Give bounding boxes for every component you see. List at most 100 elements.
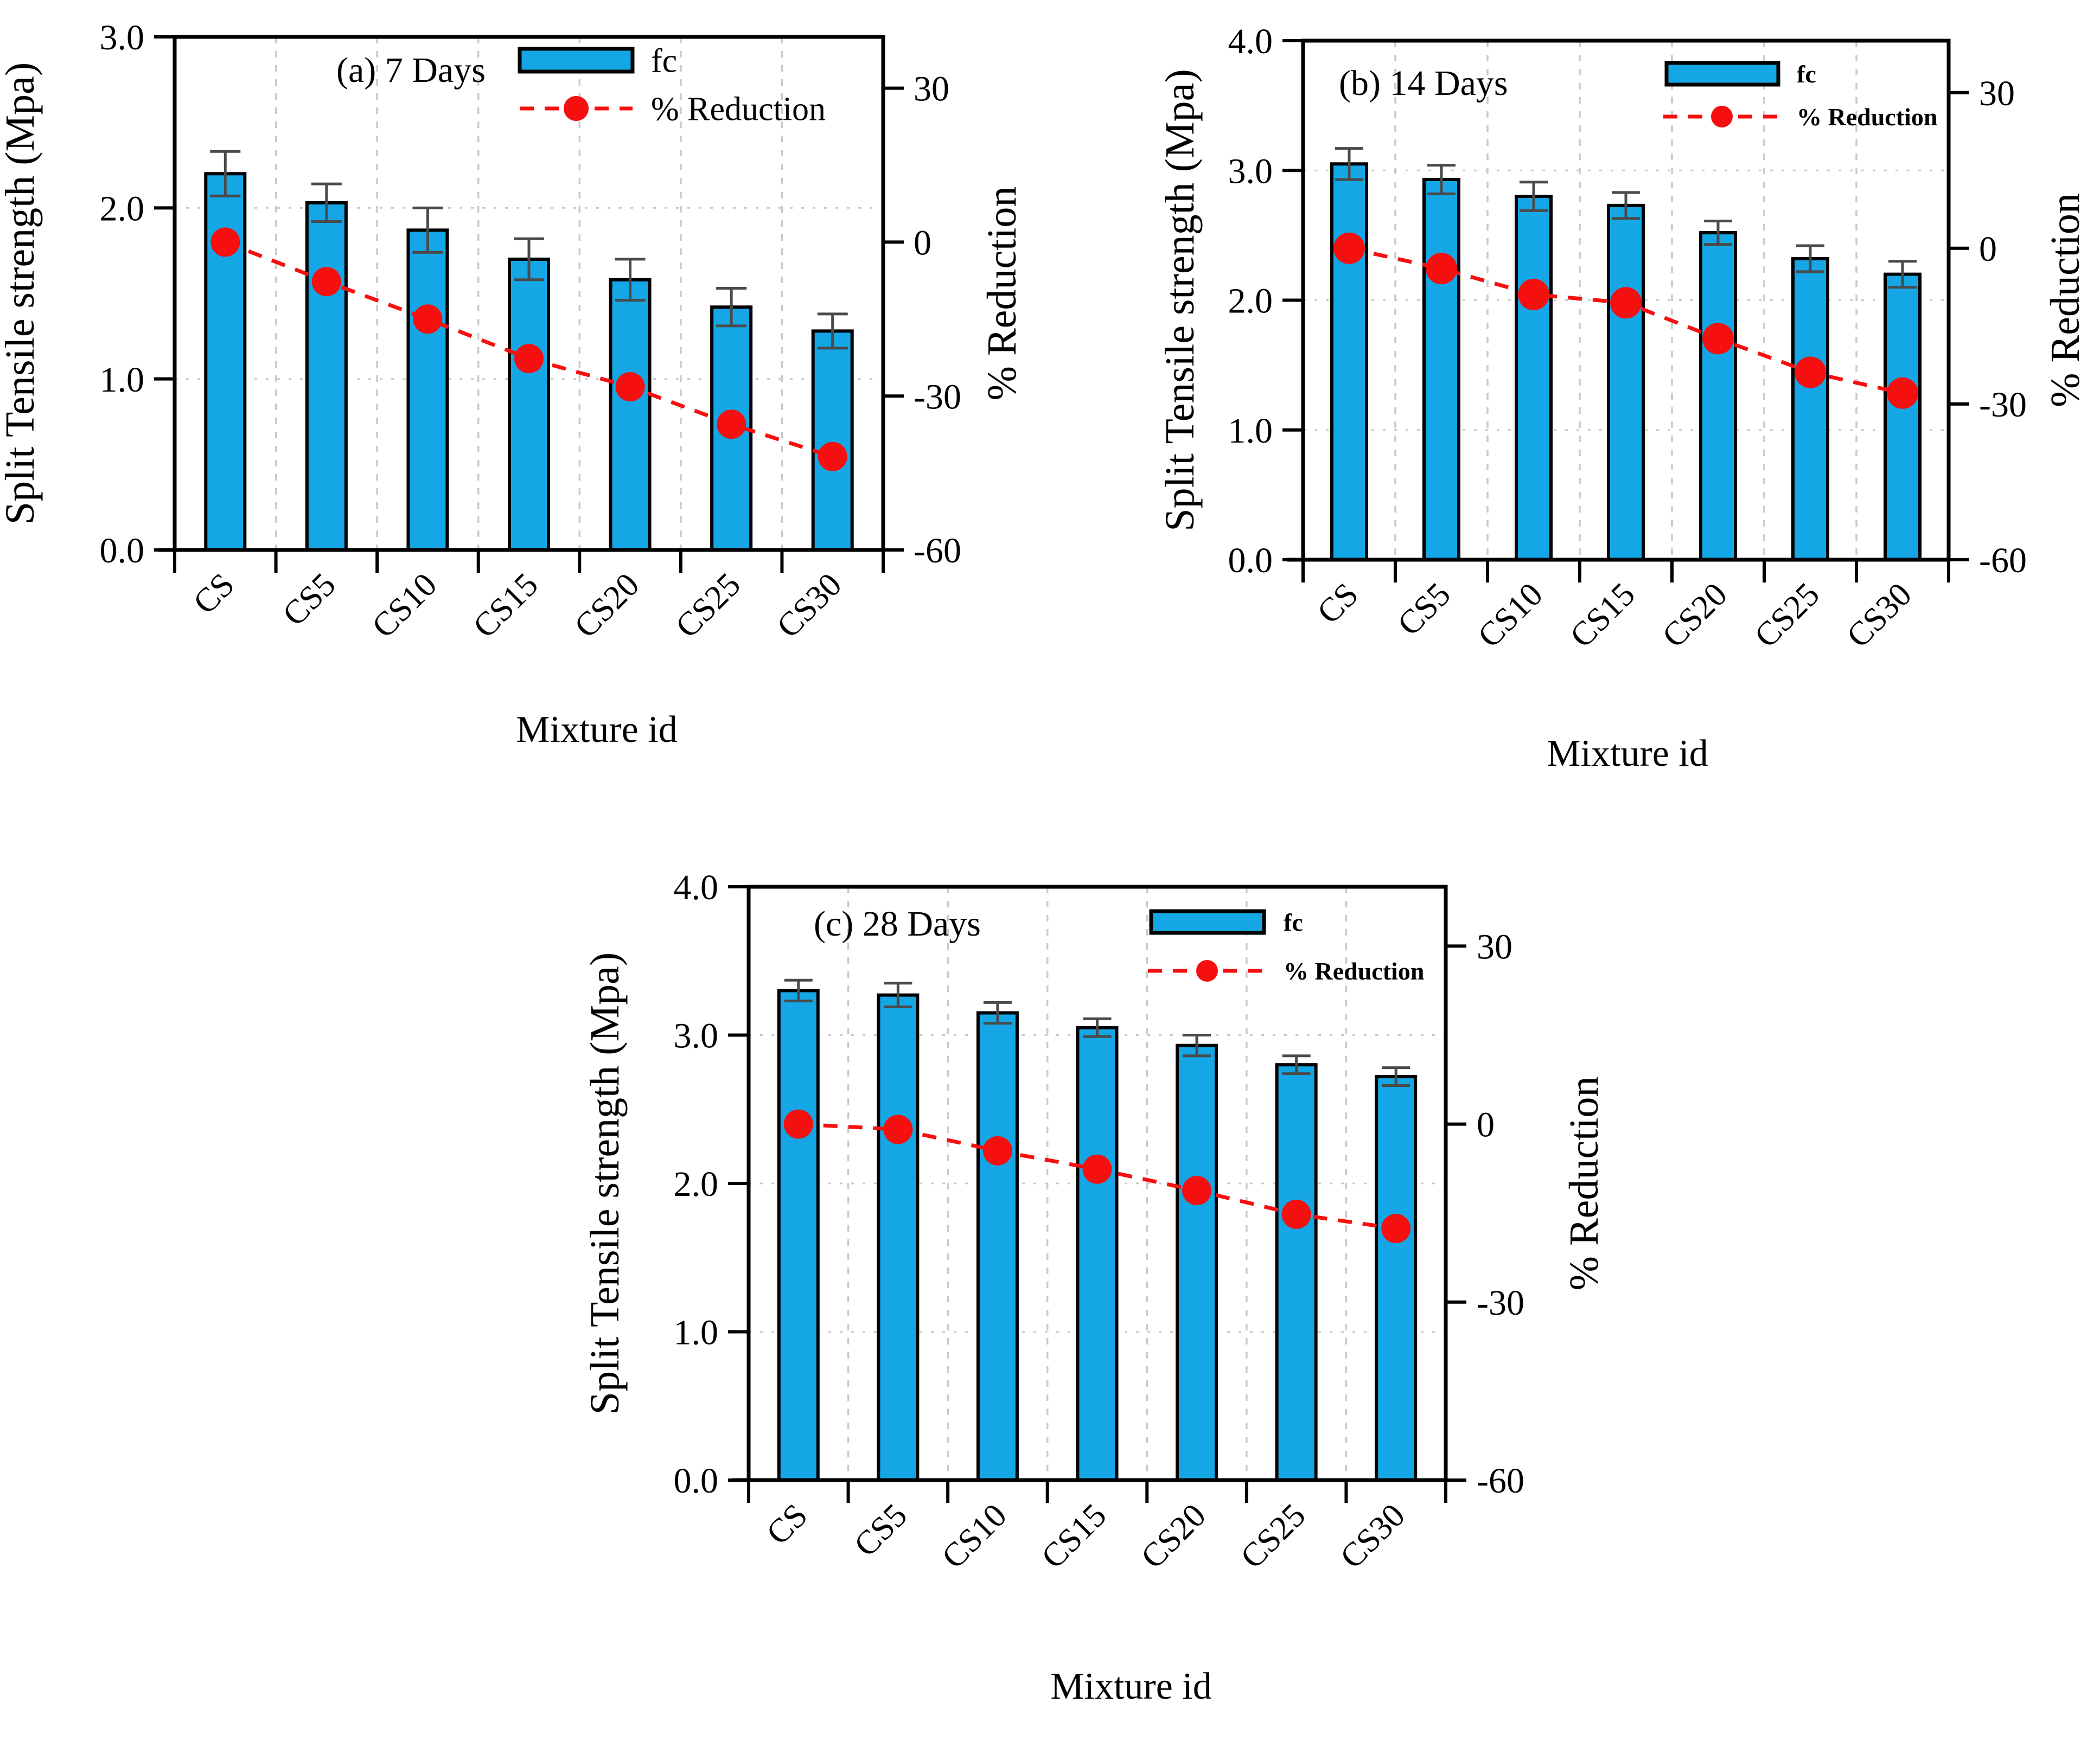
x-tick-label-CS30: CS30 <box>1333 1497 1413 1576</box>
x-tick-label-CS10: CS10 <box>365 566 444 645</box>
chart-panel-c: 0.0 1.0 2.0 3.0 4.0 30 0 -30 -60 CS CS5 CS10 CS15 CS2… <box>582 868 1607 1707</box>
x-tick-label-CS: CS <box>186 566 241 622</box>
secondary-y-axis-title: % Reduction <box>979 187 1025 401</box>
reduction-dot-CS30 <box>1887 377 1918 409</box>
left-tick-label: 4.0 <box>1228 22 1273 61</box>
right-tick-label: -30 <box>1979 385 2027 425</box>
x-tick-label-CS10: CS10 <box>935 1497 1014 1576</box>
reduction-dot-CS <box>783 1109 813 1139</box>
legend-bar-label: fc <box>651 43 677 80</box>
right-tick-label: -30 <box>1477 1283 1524 1323</box>
reduction-dot-CS5 <box>311 267 341 297</box>
legend-line-dot <box>564 96 589 121</box>
x-axis-title: Mixture id <box>1050 1666 1211 1707</box>
x-tick-label-CS15: CS15 <box>466 566 545 645</box>
x-tick-label-CS30: CS30 <box>1840 576 1919 655</box>
left-tick-label: 1.0 <box>1228 411 1273 451</box>
bar-CS <box>1330 162 1368 562</box>
bar-CS25 <box>1275 1063 1318 1482</box>
left-tick-label: 3.0 <box>674 1016 719 1056</box>
legend-line-dot <box>1196 960 1218 982</box>
bar-CS5 <box>305 201 348 552</box>
bar-CS15 <box>1607 203 1645 562</box>
left-tick-label: 3.0 <box>1228 151 1273 191</box>
panel-label: (c) 28 Days <box>814 904 981 944</box>
legend-line-label: % Reduction <box>1284 957 1424 985</box>
reduction-dot-CS10 <box>413 304 443 334</box>
reduction-dot-CS20 <box>1182 1176 1212 1206</box>
bar-CS20 <box>1699 231 1737 561</box>
x-tick-label-CS15: CS15 <box>1563 576 1642 655</box>
left-tick-label: 4.0 <box>674 868 719 907</box>
panel-label: (b) 14 Days <box>1339 63 1508 103</box>
right-tick-label: -60 <box>914 531 961 571</box>
left-tick-label: 0.0 <box>1228 541 1273 580</box>
reduction-dot-CS15 <box>1610 287 1642 319</box>
bar-CS5 <box>1422 177 1460 561</box>
bar-CS30 <box>1884 272 1922 561</box>
legend-bar-label: fc <box>1797 60 1816 88</box>
bar-CS10 <box>1515 195 1553 562</box>
reduction-dot-CS30 <box>1381 1214 1411 1244</box>
left-tick-label: 2.0 <box>100 189 145 228</box>
right-tick-label: 30 <box>1477 927 1512 967</box>
left-tick-label: 2.0 <box>1228 281 1273 321</box>
x-tick-label-CS25: CS25 <box>668 566 748 645</box>
bar-CS30 <box>1375 1075 1418 1482</box>
legend-bar-label: fc <box>1284 908 1303 936</box>
right-tick-label: -30 <box>914 377 961 417</box>
legend-line-label: % Reduction <box>1797 103 1937 131</box>
reduction-dot-CS <box>1333 232 1365 264</box>
reduction-dot-CS10 <box>1518 278 1549 310</box>
bar-CS25 <box>1791 257 1829 561</box>
x-tick-label-CS20: CS20 <box>567 566 647 645</box>
left-tick-label: 2.0 <box>674 1164 719 1204</box>
reduction-dot-CS <box>210 227 240 257</box>
reduction-dot-CS20 <box>1702 323 1734 355</box>
x-tick-label-CS: CS <box>1310 576 1365 631</box>
x-tick-label-CS20: CS20 <box>1655 576 1734 655</box>
y-axis-title: Split Tensile strength (Mpa) <box>1157 69 1203 531</box>
y-axis-title: Split Tensile strength (Mpa) <box>582 952 628 1414</box>
right-tick-label: 0 <box>1477 1105 1495 1145</box>
y-axis-title: Split Tensile strength (Mpa) <box>0 62 43 524</box>
reduction-dot-CS20 <box>615 372 645 402</box>
legend-line-dot <box>1711 106 1733 127</box>
reduction-dot-CS25 <box>1281 1199 1311 1229</box>
left-tick-label: 1.0 <box>100 360 145 400</box>
reduction-dot-CS15 <box>514 344 544 374</box>
x-tick-label-CS5: CS5 <box>847 1497 915 1564</box>
left-tick-label: 3.0 <box>100 18 145 57</box>
bar-CS10 <box>406 228 449 552</box>
legend-bar-swatch <box>518 47 635 74</box>
reduction-dot-CS15 <box>1082 1154 1112 1184</box>
x-tick-label-CS15: CS15 <box>1035 1497 1114 1576</box>
x-tick-label-CS: CS <box>759 1497 815 1552</box>
reduction-dot-CS10 <box>982 1136 1012 1166</box>
bar-CS10 <box>976 1011 1019 1482</box>
legend-line-label: % Reduction <box>651 91 826 128</box>
right-tick-label: -60 <box>1477 1461 1524 1501</box>
x-tick-label-CS5: CS5 <box>276 566 343 633</box>
reduction-dot-CS5 <box>883 1115 913 1144</box>
reduction-dot-CS25 <box>717 409 746 439</box>
bar-CS <box>777 989 820 1482</box>
right-tick-label: -60 <box>1979 541 2027 580</box>
secondary-y-axis-title: % Reduction <box>2042 193 2088 407</box>
bar-CS15 <box>508 257 550 552</box>
left-tick-label: 0.0 <box>100 531 145 571</box>
x-axis-title: Mixture id <box>516 709 677 751</box>
right-tick-label: 0 <box>914 223 931 263</box>
x-axis-title: Mixture id <box>1547 733 1708 774</box>
bar-CS20 <box>1176 1044 1218 1482</box>
x-tick-label-CS30: CS30 <box>770 566 849 645</box>
bar-CS30 <box>811 329 854 552</box>
right-tick-label: 30 <box>914 69 949 109</box>
bar-CS5 <box>877 993 920 1482</box>
x-tick-label-CS25: CS25 <box>1747 576 1827 655</box>
bar-CS20 <box>609 278 652 552</box>
chart-panel-a: 0.0 1.0 2.0 3.0 30 0 -30 -60 CS CS5 CS10 CS15 CS20 CS… <box>0 18 1025 751</box>
